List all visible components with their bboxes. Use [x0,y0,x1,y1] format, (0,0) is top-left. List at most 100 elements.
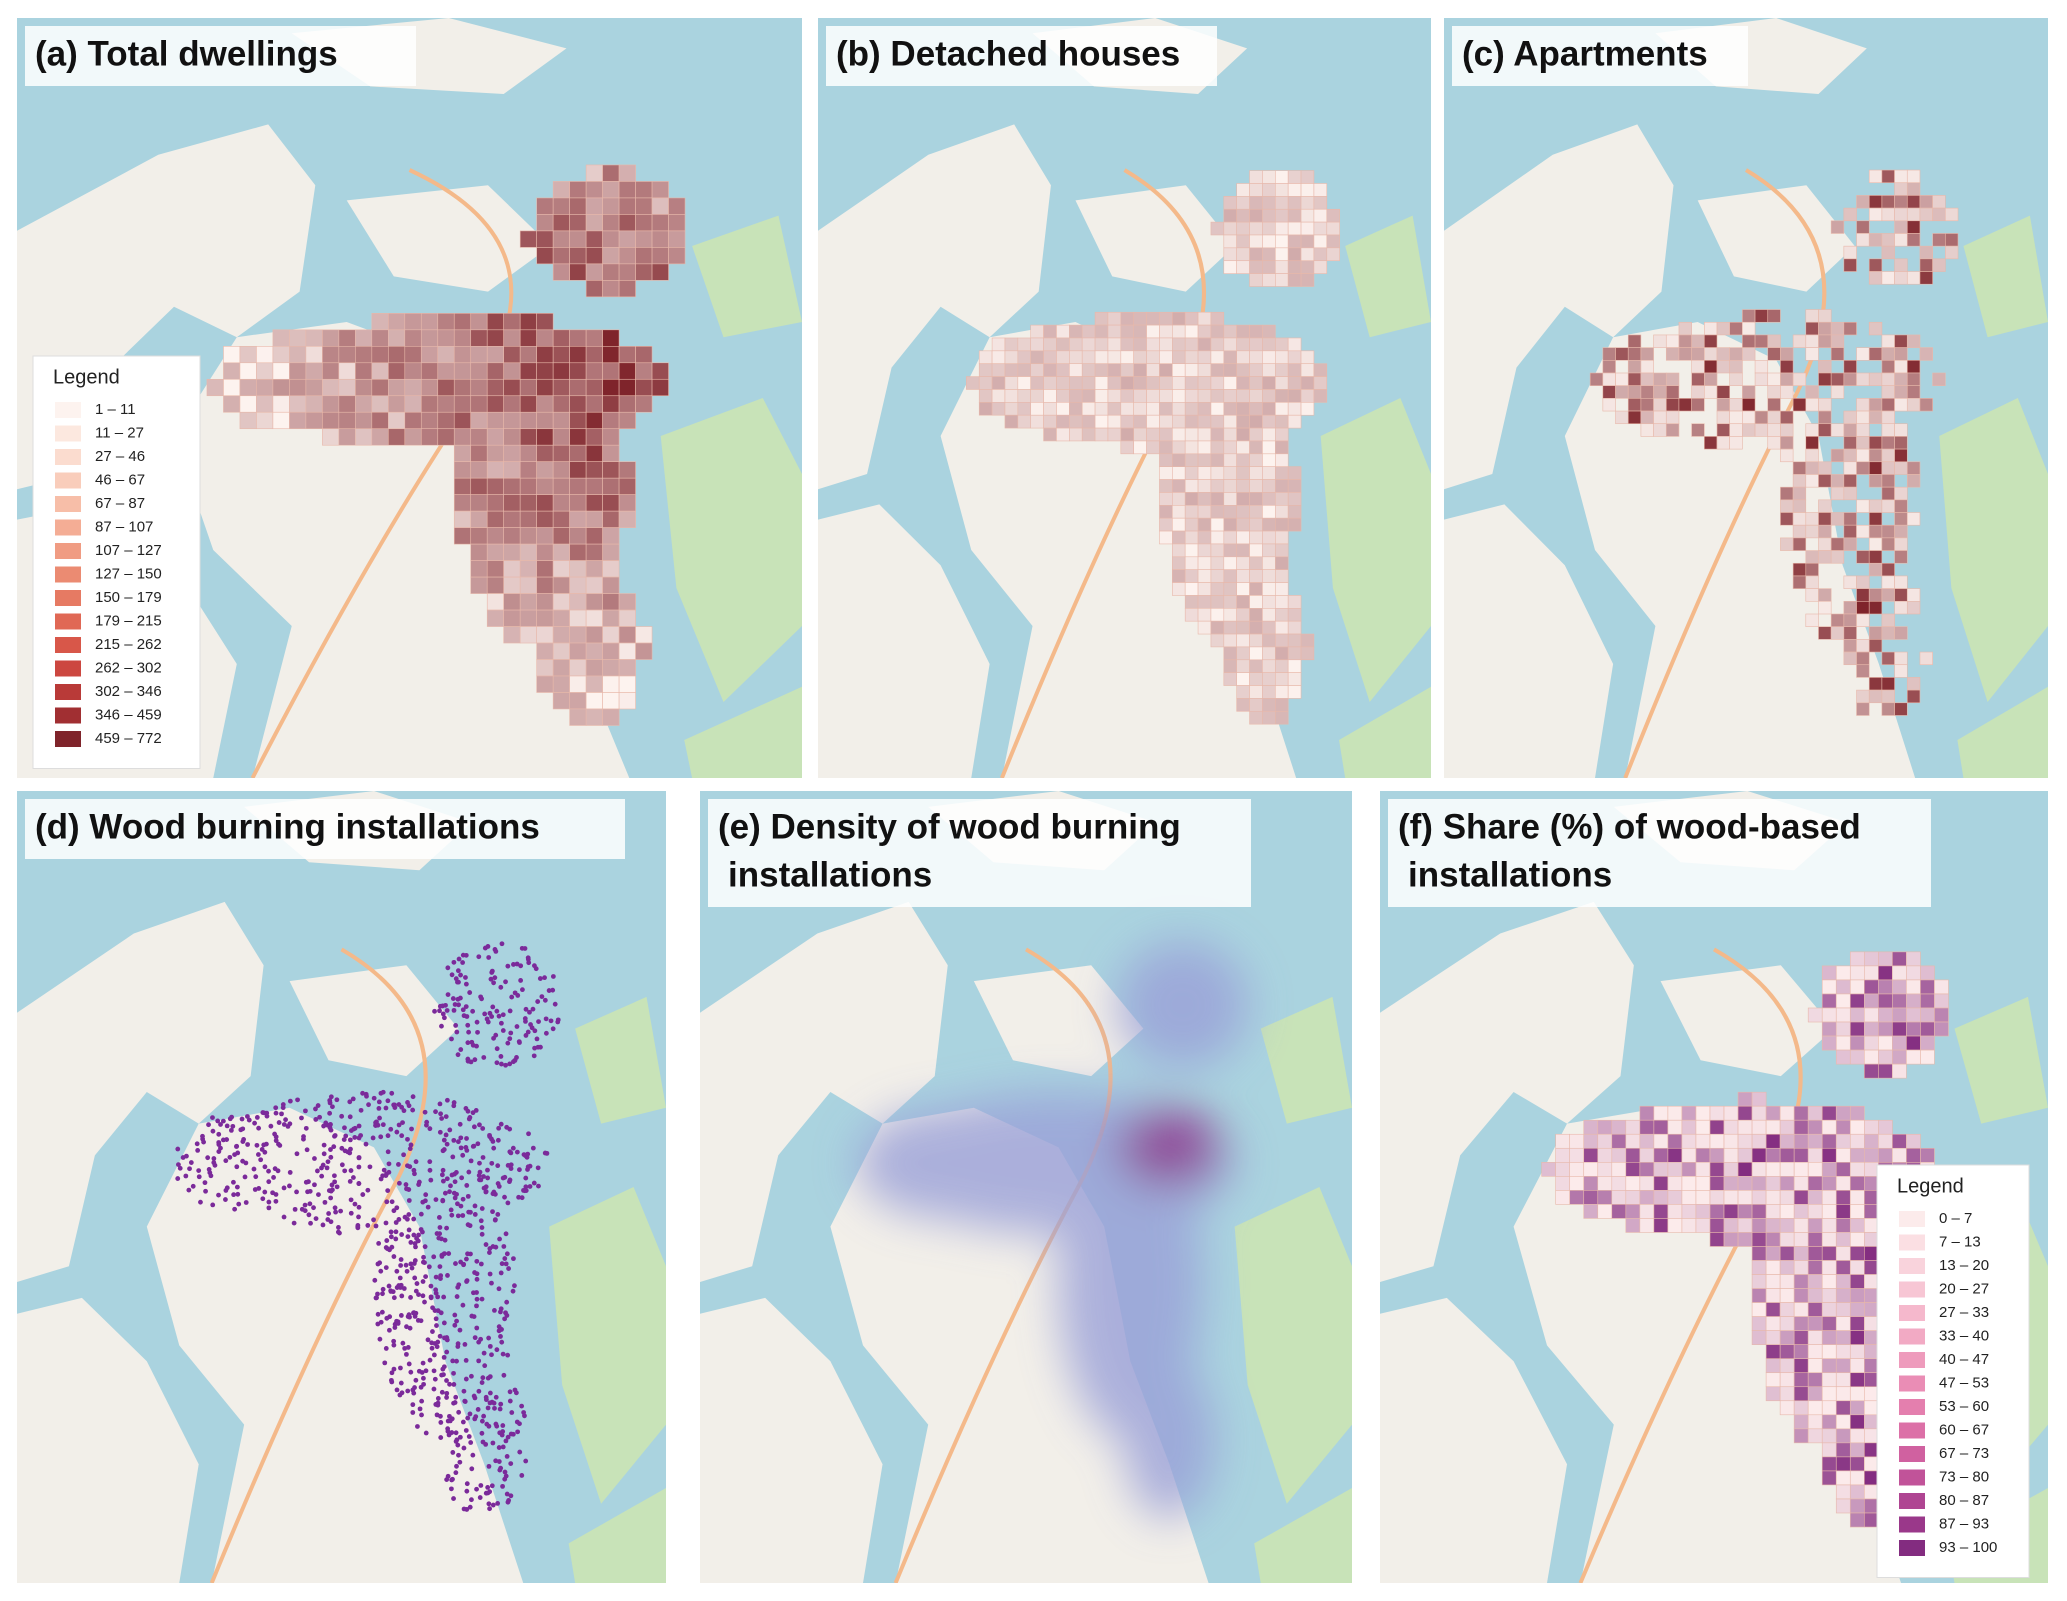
title-box [1452,26,1748,86]
grid-cell [1864,1358,1879,1374]
dot [448,1486,454,1492]
dot [360,1090,365,1096]
grid-cell [1274,247,1289,262]
dot [224,1123,230,1129]
dot [423,1368,429,1374]
grid-cell [1709,1147,1725,1163]
grid-cell [239,378,257,397]
grid-cell [1868,169,1883,184]
grid-cell [618,494,636,512]
grid-cell [1807,1428,1823,1444]
dot [326,1211,332,1216]
grid-cell [1868,537,1883,551]
grid-cell [1681,1162,1697,1177]
grid-cell [256,362,274,380]
grid-cell [1919,651,1933,666]
dot [320,1222,326,1228]
dot [254,1115,260,1120]
grid-cell [1236,183,1250,197]
dot [431,1368,437,1374]
grid-cell [1849,1330,1865,1345]
grid-cell [1287,685,1302,699]
grid-cell [503,576,521,594]
dot [308,1220,313,1226]
grid-cell [1906,360,1921,374]
dot [535,1165,541,1171]
grid-cell [1159,505,1173,519]
grid-cell [519,230,537,248]
dot [451,959,457,965]
grid-cell [552,494,570,512]
dot [498,1121,504,1127]
dot [452,1312,458,1318]
grid-cell [1807,1302,1823,1317]
land [1513,1107,1902,1583]
grid-cell [1881,626,1895,640]
grid-cell [1555,1176,1571,1191]
grid-cell [1653,410,1667,425]
dot [455,1213,461,1219]
grid-cell [618,609,636,627]
grid-cell [1709,1204,1725,1219]
dot [503,1261,509,1267]
grid-cell [519,560,537,578]
dot [431,1352,437,1358]
dot [212,1162,218,1168]
dot [533,966,539,972]
dot [242,1174,248,1180]
grid-cell [206,378,224,397]
legend-label: 87 – 107 [95,518,153,535]
grid-cell [1236,196,1250,210]
grid-cell [371,428,389,446]
grid-cell [1094,376,1109,390]
dot [468,1059,474,1065]
grid-cell [569,346,587,364]
grid-cell [1737,1119,1753,1135]
grid-cell [1779,1246,1795,1261]
grid-cell [1780,360,1794,374]
grid-cell [470,313,488,331]
grid-cell [1881,398,1895,412]
grid-cell [1864,1162,1879,1177]
grid-cell [1849,1035,1865,1051]
dot [452,1171,457,1177]
grid-cell [1274,505,1289,519]
grid-cell [1159,311,1173,326]
dot [408,1142,414,1148]
map-panel: (c) Apartments [1444,18,2048,778]
grid-cell [470,395,488,413]
grid-cell [1043,363,1057,377]
grid-cell [1146,350,1160,365]
grid-cell [1197,324,1212,339]
grid-cell [1262,427,1276,442]
grid-cell [1821,1288,1837,1303]
dot [401,1152,406,1158]
grid-cell [1640,385,1654,399]
dot [464,1256,469,1262]
grid-cell [1881,677,1895,691]
grid-cell [1249,505,1263,519]
grid-cell [1868,677,1883,691]
dot [523,1033,529,1038]
grid-cell [1274,170,1289,184]
grid-cell [1793,1274,1809,1289]
grid-cell [1765,1386,1781,1402]
grid-cell [519,378,537,397]
legend-label: 0 – 7 [1939,1210,1972,1227]
grid-cell [1780,537,1794,551]
grid-cell [1274,685,1289,699]
grid-cell [1262,569,1276,583]
dot [498,1465,504,1471]
legend-label: 53 – 60 [1939,1398,1989,1415]
dot [463,981,469,987]
grid-cell [371,329,389,347]
park [684,686,802,778]
grid-cell [1864,1035,1879,1051]
grid-cell [420,329,439,347]
grid-cell [1120,337,1134,352]
grid-cell [1274,582,1289,596]
dot [496,1445,502,1450]
dot [406,1212,412,1217]
dot [413,1377,419,1383]
dot [530,1145,536,1151]
